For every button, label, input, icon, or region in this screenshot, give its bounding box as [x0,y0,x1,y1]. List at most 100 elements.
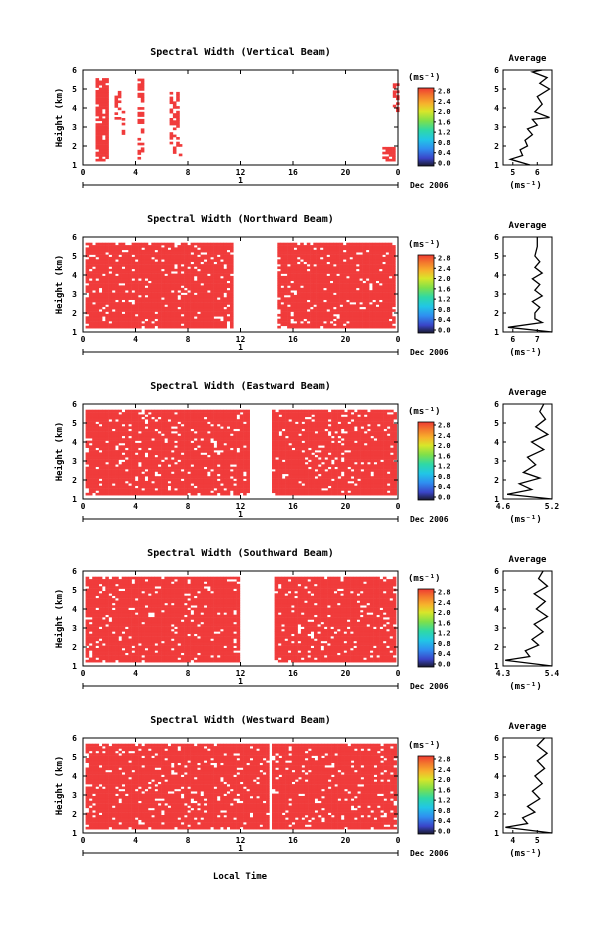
heatmap-cell [272,414,276,418]
heatmap-cell [154,466,159,470]
heatmap-cell [193,242,198,246]
heatmap-cell [300,271,304,274]
heatmap-cell [288,490,292,494]
heatmap-cell [220,266,224,270]
heatmap-cell [138,287,142,291]
heatmap-cell [151,313,155,317]
heatmap-cell [102,242,106,246]
heatmap-cell [277,302,281,305]
heatmap-cell [313,261,317,265]
heatmap-cell [118,433,122,437]
heatmap-cell [226,283,231,286]
heatmap-cell [346,304,350,308]
heatmap-cell [128,464,132,467]
heatmap-cell [187,440,191,444]
heatmap-cell [148,464,152,467]
heatmap-cell [339,323,344,327]
heatmap-cell [207,287,211,291]
heatmap-cell [207,318,211,322]
heatmap-cell [92,409,96,413]
heatmap-cell [131,256,136,260]
heatmap-cell [295,426,299,429]
heatmap-cell [161,280,165,284]
heatmap-cell [115,323,119,327]
heatmap-cell [95,80,100,84]
heatmap-cell [213,321,218,324]
heatmap-cell [300,261,304,265]
heatmap-cell [85,261,90,265]
heatmap-cell [88,485,93,489]
heatmap-cell [336,287,340,291]
heatmap-cell [349,313,353,317]
heatmap-cell [174,435,178,439]
heatmap-cell [226,318,231,322]
heatmap-cell [291,414,296,418]
heatmap-cell [392,290,396,293]
heatmap-cell [174,438,178,441]
heatmap-cell [272,435,276,439]
heatmap-cell [385,311,390,315]
heatmap-cell [197,450,201,453]
heatmap-cell [372,242,376,246]
heatmap-cell [379,304,383,308]
heatmap-cell [176,94,180,97]
heatmap-cell [131,285,136,289]
heatmap-cell [349,252,353,255]
heatmap-cell [170,473,175,477]
heatmap-cell [382,297,386,300]
heatmap-cell [230,438,234,441]
heatmap-cell [220,247,224,251]
colorbar-tick-label: 1.2 [438,129,451,137]
heatmap-cell [102,87,106,91]
heatmap-cell [128,302,132,305]
heatmap-cell [125,488,129,491]
heatmap-cell [349,309,353,312]
heatmap-cell [352,268,357,272]
heatmap-cell [111,466,116,470]
heatmap-cell [210,492,214,496]
heatmap-cell [207,488,211,491]
heatmap-cell [111,306,116,310]
heatmap-cell [285,480,289,484]
heatmap-cell [291,469,296,472]
heatmap-cell [98,139,103,143]
heatmap-cell [213,311,218,315]
heatmap-cell [385,149,390,152]
colorbar-tick-label: 0.0 [438,160,451,168]
heatmap-cell [230,261,234,265]
heatmap-cell [220,287,224,291]
heatmap-cell [177,419,182,422]
heatmap-cell [154,480,159,484]
heatmap-cell [203,318,208,322]
heatmap-cell [128,325,132,329]
heatmap-cell [184,311,188,315]
heatmap-cell [102,454,106,458]
heatmap-cell [121,478,126,482]
heatmap-cell [288,483,292,486]
heatmap-cell [151,325,155,329]
heatmap-cell [131,306,136,310]
heatmap-cell [180,256,185,260]
heatmap-cell [365,280,370,284]
heatmap-cell [92,283,96,286]
heatmap-cell [291,412,296,415]
heatmap-cell [105,459,109,463]
heatmap-cell [295,469,299,472]
heatmap-cell [230,445,234,448]
heatmap-cell [102,264,106,267]
heatmap-cell [170,492,175,496]
heatmap-cell [285,431,289,434]
heatmap-cell [246,423,250,427]
heatmap-cell [288,447,292,451]
heatmap-cell [293,299,298,303]
heatmap-cell [382,302,386,305]
heatmap-cell [310,285,314,289]
heatmap-cell [285,423,289,427]
heatmap-cell [187,318,191,322]
heatmap-cell [134,492,139,496]
heatmap-cell [285,478,289,482]
heatmap-cell [290,292,294,296]
heatmap-cell [180,485,185,489]
heatmap-cell [144,490,149,494]
heatmap-cell [193,426,198,429]
